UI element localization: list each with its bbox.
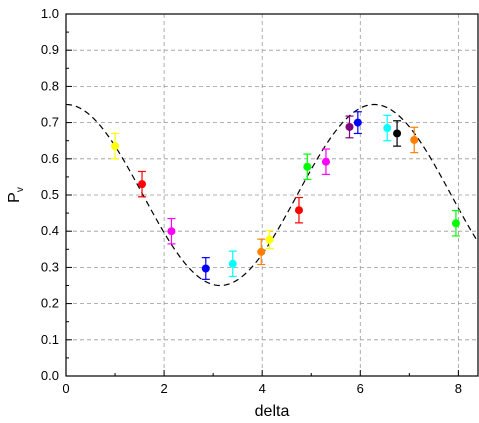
x-tick-label: 0 [62, 381, 69, 396]
x-tick-labels: 0 2 4 6 8 [62, 381, 462, 396]
x-tick-label: 6 [357, 381, 364, 396]
y-axis-title-main: P [6, 192, 23, 203]
data-point [294, 196, 303, 224]
y-axis-title-subscript: v [15, 187, 26, 192]
data-point [303, 153, 312, 181]
y-tick-label: 0.3 [41, 259, 59, 274]
y-tick-label: 0.1 [41, 332, 59, 347]
data-marker [228, 259, 237, 268]
data-point [345, 115, 354, 139]
data-point [167, 217, 176, 245]
y-tick-label: 0.0 [41, 368, 59, 383]
y-axis-title: Pv [6, 187, 26, 203]
fit-curve-layer [65, 103, 479, 287]
y-tick-label: 0.5 [41, 187, 59, 202]
x-axis-title: delta [255, 403, 290, 420]
data-marker [410, 135, 419, 144]
data-point [265, 229, 274, 250]
fit-curve [65, 103, 479, 287]
data-marker [345, 122, 354, 131]
y-tick-label: 0.2 [41, 296, 59, 311]
data-point [383, 114, 392, 142]
data-point [228, 250, 237, 278]
data-point [138, 170, 147, 198]
data-point [353, 111, 362, 135]
data-marker [138, 180, 147, 189]
data-marker [167, 227, 176, 236]
x-tick-label: 2 [160, 381, 167, 396]
y-tick-label: 0.9 [41, 42, 59, 57]
data-points-layer [111, 111, 460, 280]
data-point [201, 257, 210, 280]
y-tick-label: 0.6 [41, 151, 59, 166]
data-point [393, 120, 402, 147]
data-point [451, 209, 460, 237]
x-tick-label: 8 [455, 381, 462, 396]
data-point [257, 238, 266, 266]
data-marker [111, 142, 120, 151]
y-tick-label: 0.8 [41, 78, 59, 93]
data-marker [353, 118, 362, 127]
data-point [111, 132, 120, 160]
data-marker [303, 162, 312, 171]
data-marker [257, 247, 266, 256]
data-marker [265, 235, 274, 244]
y-tick-label: 0.4 [41, 223, 59, 238]
data-marker [383, 124, 392, 133]
data-point [410, 126, 419, 154]
y-tick-label: 1.0 [41, 6, 59, 21]
data-marker [321, 157, 330, 166]
data-marker [451, 219, 460, 228]
data-marker [294, 206, 303, 215]
axis-ticks [65, 13, 459, 377]
data-marker [393, 129, 402, 138]
x-tick-label: 4 [259, 381, 266, 396]
grid [66, 14, 478, 376]
data-marker [201, 264, 210, 273]
data-point [321, 148, 330, 175]
y-tick-labels: 0.0 0.1 0.2 0.3 0.4 0.5 0.6 0.7 0.8 0.9 1.0 [41, 6, 59, 383]
y-tick-label: 0.7 [41, 115, 59, 130]
